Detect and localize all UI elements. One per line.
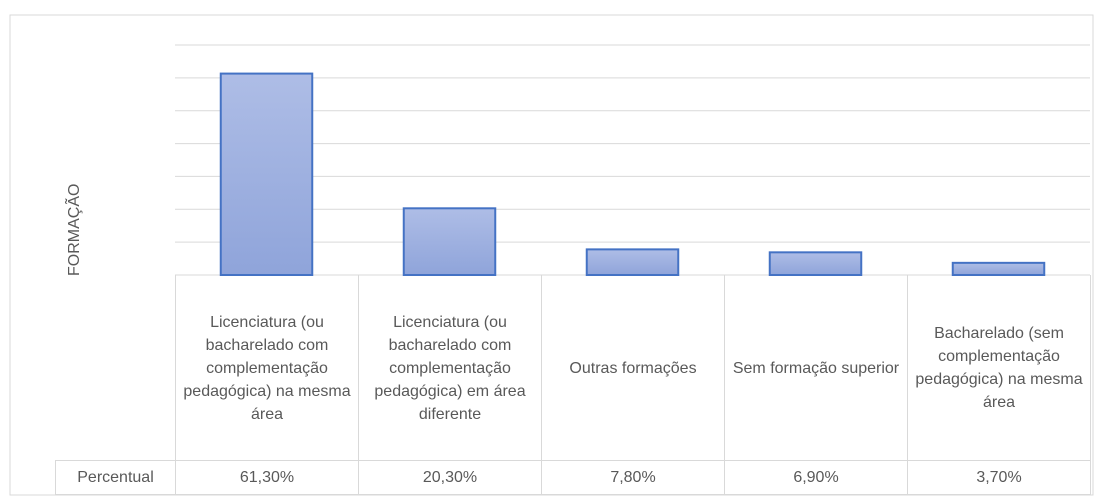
category-label: Licenciatura (ou bacharelado com complem… bbox=[358, 275, 542, 461]
category-label: Bacharelado (sem complementação pedagógi… bbox=[907, 275, 1091, 461]
bar bbox=[951, 261, 1046, 277]
bar bbox=[219, 72, 314, 277]
series-name: Percentual bbox=[55, 460, 176, 495]
category-label: Outras formações bbox=[541, 275, 725, 461]
category-label: Sem formação superior bbox=[724, 275, 908, 461]
bar bbox=[768, 251, 863, 276]
bar bbox=[585, 248, 680, 276]
category-label: Licenciatura (ou bacharelado com complem… bbox=[175, 275, 359, 461]
chart-border bbox=[9, 14, 1094, 496]
value-label: 3,70% bbox=[907, 460, 1091, 495]
bar bbox=[402, 207, 497, 276]
value-label: 7,80% bbox=[541, 460, 725, 495]
value-label: 20,30% bbox=[358, 460, 542, 495]
value-label: 6,90% bbox=[724, 460, 908, 495]
value-label: 61,30% bbox=[175, 460, 359, 495]
axis-title: FORMAÇÃO bbox=[66, 183, 83, 276]
